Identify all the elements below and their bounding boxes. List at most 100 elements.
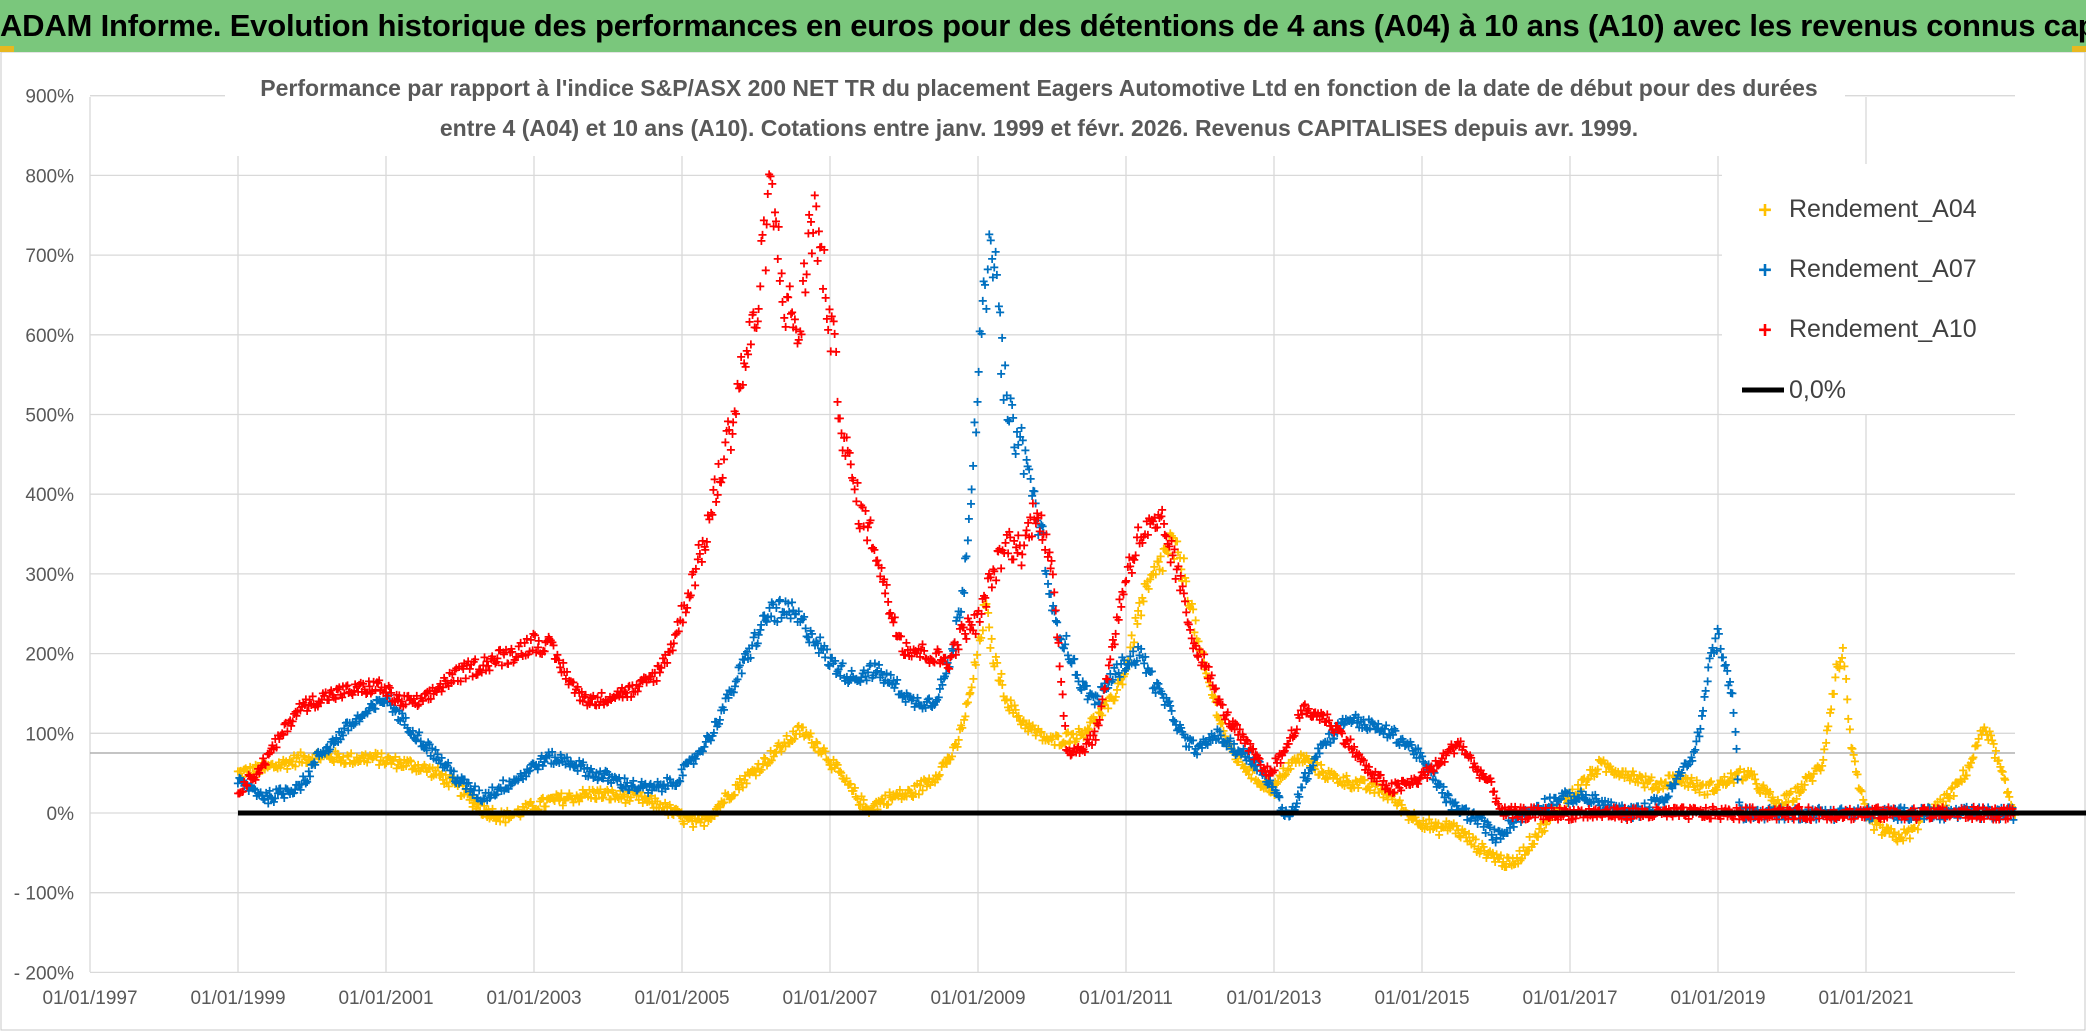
marker-a04: +: [949, 738, 958, 756]
y-tick-label: 600%: [25, 326, 74, 347]
marker-a04: +: [2003, 783, 2012, 801]
marker-a04: +: [603, 781, 612, 799]
marker-a04: +: [769, 747, 778, 765]
marker-a04: +: [279, 751, 288, 769]
marker-a04: +: [333, 744, 342, 762]
marker-a07: +: [240, 777, 249, 795]
marker-a07: +: [975, 322, 984, 340]
marker-a07: +: [954, 602, 963, 620]
marker-a04: +: [1179, 549, 1188, 567]
marker-a04: +: [1380, 781, 1389, 799]
marker-a04: +: [888, 790, 897, 808]
marker-a04: +: [343, 746, 352, 764]
marker-a07: +: [556, 746, 565, 764]
marker-a04: +: [1819, 751, 1828, 769]
marker-a04: +: [376, 751, 385, 769]
x-axis-tick-labels: 01/01/1997 01/01/1999 01/01/2001 01/01/2003…: [42, 988, 1913, 1009]
marker-a04: +: [1703, 785, 1712, 803]
marker-a07: +: [854, 671, 863, 689]
marker-a07: +: [576, 757, 585, 775]
marker-a04: +: [1960, 770, 1969, 788]
marker-a07: +: [628, 777, 637, 795]
marker-a04: +: [1697, 776, 1706, 794]
marker-a04: +: [984, 604, 993, 622]
marker-a04: +: [1842, 669, 1851, 687]
marker-a07: +: [542, 748, 551, 766]
marker-a07: +: [1123, 656, 1132, 674]
marker-a07: +: [483, 791, 492, 809]
marker-a04: +: [284, 754, 293, 772]
marker-a04: +: [463, 785, 472, 803]
marker-a07: +: [1303, 769, 1312, 787]
marker-a07: +: [790, 605, 799, 623]
marker-a04: +: [1089, 708, 1098, 726]
marker-a04: +: [1737, 770, 1746, 788]
marker-a04: +: [716, 798, 725, 816]
marker-a07: +: [428, 739, 437, 757]
marker-a07: +: [1266, 771, 1275, 789]
marker-a04: +: [1109, 691, 1118, 709]
marker-a04: +: [259, 756, 268, 774]
marker-a04: +: [818, 742, 827, 760]
marker-a04: +: [1611, 762, 1620, 780]
marker-a04: +: [671, 800, 680, 818]
marker-a04: +: [493, 808, 502, 826]
marker-a04: +: [1507, 856, 1516, 874]
marker-a07: +: [1166, 697, 1175, 715]
marker-a07: +: [961, 549, 970, 567]
marker-a04: +: [341, 754, 350, 772]
marker-a07: +: [638, 778, 647, 796]
marker-a07: +: [863, 663, 872, 681]
marker-a07: +: [433, 745, 442, 763]
marker-a07: +: [1340, 714, 1349, 732]
marker-a04: +: [753, 759, 762, 777]
marker-a04: +: [1114, 674, 1123, 692]
marker-a07: +: [817, 639, 826, 657]
marker-a07: +: [780, 603, 789, 621]
marker-a07: +: [1143, 659, 1152, 677]
marker-a04: +: [743, 763, 752, 781]
marker-a07: +: [1375, 722, 1384, 740]
marker-a04: +: [881, 786, 890, 804]
marker-a04: +: [1890, 823, 1899, 841]
marker-a07: +: [1343, 711, 1352, 729]
marker-a04: +: [1129, 638, 1138, 656]
marker-a04: +: [628, 781, 637, 799]
marker-a07: +: [1170, 712, 1179, 730]
marker-a07: +: [910, 698, 919, 716]
marker-a07: +: [494, 778, 503, 796]
marker-a07: +: [760, 606, 769, 624]
marker-a07: +: [332, 729, 341, 747]
vertical-gridlines: [89, 97, 1867, 972]
marker-a07: +: [1190, 744, 1199, 762]
marker-a07: +: [798, 610, 807, 628]
marker-a04: +: [251, 756, 260, 774]
marker-a04: +: [1800, 776, 1809, 794]
marker-a07: +: [388, 702, 397, 720]
marker-a04: +: [529, 800, 538, 818]
marker-a07: +: [777, 609, 786, 627]
marker-a04: +: [272, 757, 281, 775]
marker-a04: +: [931, 766, 940, 784]
marker-a04: +: [1272, 774, 1281, 792]
marker-a07: +: [1206, 730, 1215, 748]
marker-a07: +: [323, 738, 332, 756]
marker-a07: +: [629, 772, 638, 790]
marker-a07: +: [1302, 772, 1311, 790]
marker-a04: +: [1094, 703, 1103, 721]
marker-a07: +: [945, 658, 954, 676]
marker-a10: +: [785, 277, 794, 295]
marker-a07: +: [1396, 730, 1405, 748]
legend-label-zero: 0,0%: [1789, 376, 1846, 404]
marker-a04: +: [1189, 600, 1198, 618]
marker-a10: +: [1058, 685, 1067, 703]
marker-a04: +: [1691, 781, 1700, 799]
marker-a07: +: [1345, 712, 1354, 730]
marker-a04: +: [460, 785, 469, 803]
marker-a04: +: [856, 795, 865, 813]
marker-a07: +: [293, 776, 302, 794]
marker-a07: +: [1281, 801, 1290, 819]
y-axis-tick-labels: - 200%- 100%0%100%200%300%400%500%600%70…: [14, 87, 74, 985]
marker-a07: +: [496, 779, 505, 797]
marker-a04: +: [534, 800, 543, 818]
